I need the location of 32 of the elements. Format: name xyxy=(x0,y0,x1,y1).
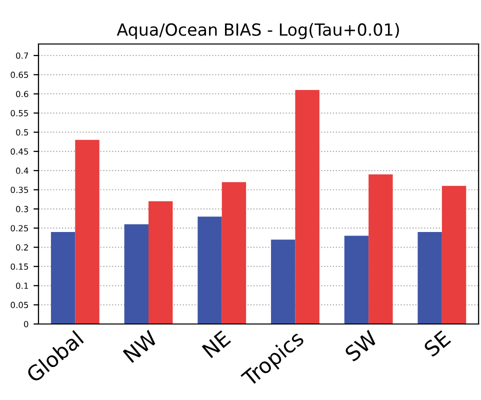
bar xyxy=(344,236,369,324)
chart-title: Aqua/Ocean BIAS - Log(Tau+0.01) xyxy=(116,23,399,40)
y-tick-label: 0.6 xyxy=(16,90,28,98)
y-tick-label: 0.3 xyxy=(16,206,28,212)
bar xyxy=(75,140,100,324)
bar xyxy=(50,232,76,324)
y-tick-label: 0.1 xyxy=(16,282,28,289)
bar xyxy=(271,240,296,324)
bar xyxy=(222,182,246,324)
bar xyxy=(418,232,442,324)
y-tick-label: 0 xyxy=(24,320,28,328)
bar xyxy=(295,90,320,324)
y-tick-label: 0.4 xyxy=(16,168,28,174)
x-tick-label: NE xyxy=(202,330,232,358)
bar xyxy=(368,174,393,324)
y-tick-label: 0.65 xyxy=(10,72,28,78)
y-tick-label: 0.55 xyxy=(10,110,28,116)
y-tick-label: 0.05 xyxy=(10,302,28,308)
y-tick-label: 0.25 xyxy=(10,225,28,232)
y-tick-label: 0.5 xyxy=(16,129,28,136)
bar xyxy=(124,224,149,324)
x-tick-label: SW xyxy=(344,330,378,362)
y-tick-label: 0.15 xyxy=(10,263,28,270)
bar xyxy=(198,216,222,324)
y-tick-label: 0.35 xyxy=(10,186,28,194)
x-tick-label: SE xyxy=(422,330,452,358)
y-tick-label: 0.2 xyxy=(16,244,28,251)
y-tick-label: 0.7 xyxy=(16,52,28,59)
bar xyxy=(148,201,173,324)
x-tick-label: NW xyxy=(122,330,158,363)
bar xyxy=(442,186,466,324)
y-tick-label: 0.45 xyxy=(10,148,28,155)
